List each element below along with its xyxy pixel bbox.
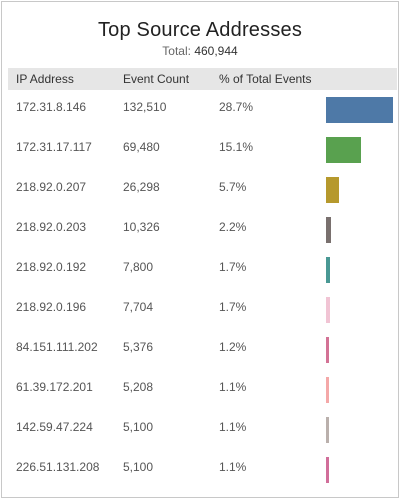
table-row[interactable]: 172.31.17.117 69,480 15.1% bbox=[8, 130, 397, 170]
column-header-percent-total[interactable]: % of Total Events bbox=[219, 72, 312, 86]
percent-total-cell: 2.2% bbox=[219, 220, 247, 234]
event-count-cell: 69,480 bbox=[123, 140, 160, 154]
ip-address-cell: 172.31.17.117 bbox=[16, 140, 92, 154]
ip-address-cell: 218.92.0.196 bbox=[16, 300, 87, 314]
event-count-cell: 10,326 bbox=[123, 220, 160, 234]
table-row[interactable]: 218.92.0.192 7,800 1.7% bbox=[8, 250, 397, 290]
event-count-cell: 5,100 bbox=[123, 420, 154, 434]
event-count-bar[interactable] bbox=[326, 337, 329, 363]
ip-address-cell: 61.39.172.201 bbox=[16, 380, 93, 394]
ip-address-cell: 218.92.0.192 bbox=[16, 260, 87, 274]
event-count-bar[interactable] bbox=[326, 417, 329, 443]
total-summary: Total: 460,944 bbox=[2, 44, 398, 58]
table-row[interactable]: 84.151.111.202 5,376 1.2% bbox=[8, 330, 397, 370]
event-count-cell: 7,704 bbox=[123, 300, 154, 314]
event-count-cell: 7,800 bbox=[123, 260, 154, 274]
panel-title: Top Source Addresses bbox=[97, 19, 303, 41]
table-body: 172.31.8.146 132,510 28.7% 172.31.17.117 69,… bbox=[8, 90, 397, 490]
total-value: 460,944 bbox=[194, 44, 238, 58]
column-header-event-count[interactable]: Event Count bbox=[123, 72, 190, 86]
percent-total-cell: 1.1% bbox=[219, 420, 247, 434]
ip-address-cell: 218.92.0.207 bbox=[16, 180, 87, 194]
total-label: Total: bbox=[162, 44, 191, 58]
percent-total-cell: 1.7% bbox=[219, 260, 247, 274]
event-count-bar[interactable] bbox=[326, 137, 361, 163]
percent-total-cell: 1.2% bbox=[219, 340, 247, 354]
percent-total-cell: 28.7% bbox=[219, 100, 254, 114]
ip-address-cell: 84.151.111.202 bbox=[16, 340, 98, 354]
table-row[interactable]: 142.59.47.224 5,100 1.1% bbox=[8, 410, 397, 450]
event-count-bar[interactable] bbox=[326, 377, 329, 403]
event-count-cell: 5,100 bbox=[123, 460, 154, 474]
table-row[interactable]: 218.92.0.196 7,704 1.7% bbox=[8, 290, 397, 330]
table-row[interactable]: 218.92.0.203 10,326 2.2% bbox=[8, 210, 397, 250]
event-count-bar[interactable] bbox=[326, 177, 339, 203]
ip-address-cell: 172.31.8.146 bbox=[16, 100, 87, 114]
table-row[interactable]: 218.92.0.207 26,298 5.7% bbox=[8, 170, 397, 210]
ip-address-cell: 226.51.131.208 bbox=[16, 460, 100, 474]
event-count-bar[interactable] bbox=[326, 97, 393, 123]
percent-total-cell: 1.1% bbox=[219, 380, 247, 394]
table-row[interactable]: 172.31.8.146 132,510 28.7% bbox=[8, 90, 397, 130]
event-count-bar[interactable] bbox=[326, 457, 329, 483]
ip-address-cell: 142.59.47.224 bbox=[16, 420, 93, 434]
event-count-cell: 5,376 bbox=[123, 340, 154, 354]
percent-total-cell: 1.1% bbox=[219, 460, 247, 474]
event-count-bar[interactable] bbox=[326, 257, 330, 283]
table-row[interactable]: 226.51.131.208 5,100 1.1% bbox=[8, 450, 397, 490]
event-count-cell: 132,510 bbox=[123, 100, 167, 114]
table-header: IP Address Event Count % of Total Events bbox=[8, 68, 397, 90]
event-count-bar[interactable] bbox=[326, 217, 331, 243]
percent-total-cell: 15.1% bbox=[219, 140, 254, 154]
event-count-cell: 26,298 bbox=[123, 180, 160, 194]
event-count-cell: 5,208 bbox=[123, 380, 154, 394]
ip-address-cell: 218.92.0.203 bbox=[16, 220, 87, 234]
column-header-ip-address[interactable]: IP Address bbox=[16, 72, 74, 86]
table-row[interactable]: 61.39.172.201 5,208 1.1% bbox=[8, 370, 397, 410]
percent-total-cell: 1.7% bbox=[219, 300, 247, 314]
event-count-bar[interactable] bbox=[326, 297, 330, 323]
percent-total-cell: 5.7% bbox=[219, 180, 247, 194]
